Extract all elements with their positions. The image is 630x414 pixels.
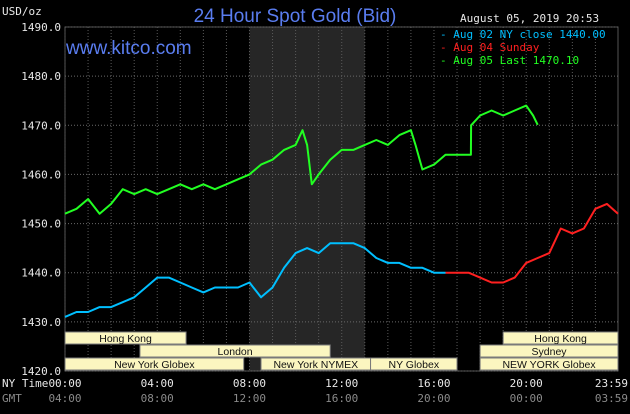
y-tick-label: 1470.0 bbox=[21, 119, 61, 132]
y-tick-label: 1420.0 bbox=[21, 365, 61, 378]
session-label: NY Globex bbox=[388, 359, 439, 371]
series-line-aug-02 bbox=[64, 242, 446, 318]
session-box bbox=[502, 331, 619, 345]
legend-entry: - Aug 05 Last 1470.10 bbox=[440, 54, 579, 67]
x-tick-label-ny: 16:00 bbox=[417, 377, 450, 390]
x-row-label-gmt: GMT bbox=[2, 392, 22, 405]
session-label: New York NYMEX bbox=[273, 359, 358, 371]
x-tick-label-gmt: 03:59 bbox=[595, 392, 628, 405]
legend-entry: - Aug 04 Sunday bbox=[440, 41, 540, 54]
session-box bbox=[139, 344, 331, 358]
x-tick-label-ny: 23:59 bbox=[595, 377, 628, 390]
session-box bbox=[370, 357, 458, 371]
x-tick-label-gmt: 16:00 bbox=[325, 392, 358, 405]
brand-watermark: www.kitco.com bbox=[65, 38, 192, 59]
session-label: London bbox=[218, 346, 253, 358]
session-box bbox=[64, 331, 187, 345]
x-tick-label-ny: 08:00 bbox=[233, 377, 266, 390]
y-tick-label: 1490.0 bbox=[21, 21, 61, 34]
y-tick-label: 1480.0 bbox=[21, 70, 61, 83]
chart-title: 24 Hour Spot Gold (Bid) bbox=[194, 6, 397, 27]
session-label: Hong Kong bbox=[534, 333, 587, 345]
x-tick-label-ny: 00:00 bbox=[48, 377, 81, 390]
y-axis-unit: USD/oz bbox=[2, 5, 42, 18]
legend: - Aug 02 NY close 1440.00- Aug 04 Sunday… bbox=[440, 28, 606, 67]
session-label: Hong Kong bbox=[99, 333, 152, 345]
x-tick-label-ny: 04:00 bbox=[141, 377, 174, 390]
series-line-aug-04 bbox=[445, 202, 619, 284]
session-label: NEW YORK Globex bbox=[502, 359, 596, 371]
x-tick-label-ny: 20:00 bbox=[510, 377, 543, 390]
chart-timestamp: August 05, 2019 20:53 bbox=[460, 12, 599, 25]
x-tick-label-ny: 12:00 bbox=[325, 377, 358, 390]
x-tick-label-gmt: 20:00 bbox=[417, 392, 450, 405]
nymex-highlight-band bbox=[249, 27, 365, 371]
session-box bbox=[479, 357, 619, 371]
session-label: New York Globex bbox=[114, 359, 195, 371]
legend-entry: - Aug 02 NY close 1440.00 bbox=[440, 28, 606, 41]
session-box bbox=[64, 357, 245, 371]
y-tick-label: 1430.0 bbox=[21, 316, 61, 329]
session-box bbox=[479, 344, 619, 358]
y-tick-label: 1440.0 bbox=[21, 267, 61, 280]
y-tick-label: 1450.0 bbox=[21, 218, 61, 231]
y-tick-label: 1460.0 bbox=[21, 168, 61, 181]
x-tick-label-gmt: 00:00 bbox=[510, 392, 543, 405]
series-line-aug-05 bbox=[64, 104, 539, 215]
x-tick-label-gmt: 12:00 bbox=[233, 392, 266, 405]
session-label: Sydney bbox=[532, 346, 568, 358]
x-tick-label-gmt: 04:00 bbox=[48, 392, 81, 405]
x-row-label-ny: NY Time bbox=[2, 377, 48, 390]
x-tick-label-gmt: 08:00 bbox=[141, 392, 174, 405]
